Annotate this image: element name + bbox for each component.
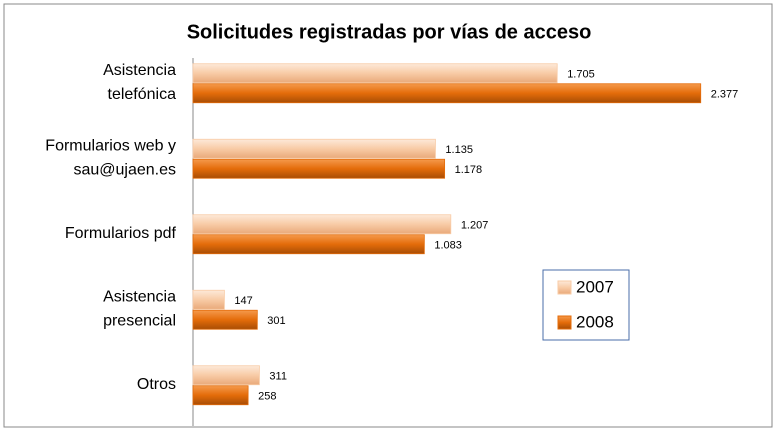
bar: [192, 138, 436, 159]
data-label: 1.083: [434, 240, 462, 252]
bar: [192, 214, 452, 235]
data-label: 311: [269, 371, 287, 383]
legend-swatch: [557, 280, 572, 295]
data-label: 1.135: [445, 144, 473, 156]
bar: [192, 83, 702, 104]
bar: [192, 385, 249, 406]
data-label: 1.207: [461, 220, 489, 232]
legend-swatch: [557, 315, 572, 330]
chart-title: Solicitudes registradas por vías de acce…: [187, 21, 592, 43]
bar: [192, 158, 446, 179]
category-label: Formularios web y sau@ujaen.es: [45, 137, 176, 178]
data-label: 1.705: [567, 69, 595, 81]
category-label: Asistencia telefónica: [103, 62, 176, 103]
data-label: 258: [258, 391, 276, 403]
data-label: 301: [267, 315, 285, 327]
legend-box: [542, 269, 630, 341]
legend-label: 2007: [576, 277, 614, 296]
category-label: Otros: [137, 376, 176, 393]
data-label: 147: [234, 295, 252, 307]
category-label: Formularios pdf: [65, 225, 177, 242]
bar: [192, 63, 558, 84]
bar: [192, 289, 225, 310]
data-label: 2.377: [711, 89, 739, 101]
data-label: 1.178: [455, 164, 483, 176]
bar: [192, 365, 260, 386]
bar: [192, 309, 258, 330]
legend-label: 2008: [576, 312, 614, 331]
category-label: Asistencia presencial: [103, 288, 176, 329]
bar: [192, 234, 425, 255]
